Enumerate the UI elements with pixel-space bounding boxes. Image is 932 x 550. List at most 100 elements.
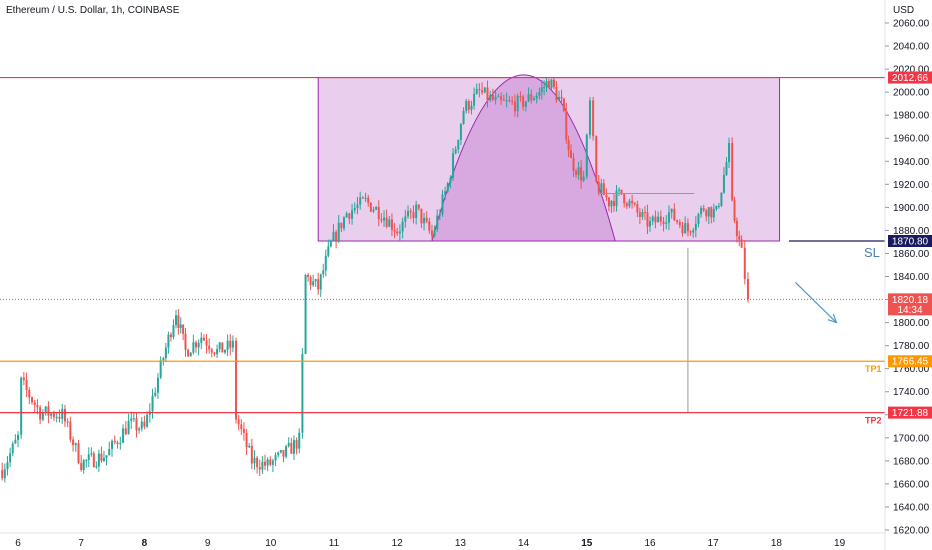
- candle-body: [304, 274, 307, 354]
- candle-body: [169, 334, 172, 338]
- candle-body: [530, 94, 533, 101]
- candle-body: [164, 347, 167, 359]
- candle-body: [694, 223, 697, 231]
- candle-body: [401, 221, 404, 232]
- candle-body: [221, 342, 224, 353]
- candle-body: [444, 191, 447, 195]
- candle-body: [746, 279, 749, 300]
- candle-body: [343, 217, 346, 229]
- candle-body: [420, 208, 423, 224]
- candle-body: [177, 315, 180, 329]
- y-tick-label: 2000.00: [893, 88, 930, 99]
- candle-body: [580, 167, 583, 181]
- candle-body: [478, 89, 481, 91]
- candle-body: [595, 136, 598, 182]
- projection-arrow[interactable]: [794, 281, 837, 324]
- candle-body: [592, 100, 595, 137]
- candle-body: [20, 377, 23, 435]
- candle-body: [100, 453, 103, 461]
- x-tick-label: 18: [771, 538, 783, 549]
- stop-loss-price-tag-text: 1870.80: [892, 237, 929, 248]
- candle-body: [52, 413, 55, 418]
- candle-body: [585, 134, 588, 177]
- candle-body: [575, 170, 578, 175]
- candle-body: [202, 337, 205, 341]
- y-tick-label: 1960.00: [893, 134, 930, 145]
- candle-body: [710, 207, 713, 218]
- candle-body: [74, 443, 77, 446]
- candle-body: [11, 443, 14, 454]
- candle-body: [588, 100, 591, 135]
- candle-body: [516, 95, 519, 112]
- candle-body: [332, 231, 335, 241]
- candle-body: [446, 183, 449, 192]
- candle-body: [560, 97, 563, 99]
- candle-body: [700, 207, 703, 215]
- candle-body: [651, 216, 654, 222]
- candle-body: [550, 79, 553, 88]
- candle-body: [375, 207, 378, 210]
- candle-body: [162, 358, 165, 361]
- candle-body: [643, 212, 646, 214]
- candle-body: [457, 139, 460, 150]
- candle-body: [97, 453, 100, 467]
- y-tick-label: 1740.00: [893, 387, 930, 398]
- candle-body: [731, 143, 734, 201]
- candle-body: [665, 222, 668, 224]
- candle-body: [436, 215, 439, 230]
- x-tick-label: 11: [329, 538, 340, 549]
- candle-body: [200, 337, 203, 344]
- tp1-label: TP1: [865, 364, 882, 374]
- candle-body: [231, 340, 234, 348]
- candle-body: [218, 342, 221, 350]
- x-tick-label: 10: [265, 538, 277, 549]
- candle-body: [135, 418, 138, 431]
- y-tick-label: 1620.00: [893, 526, 930, 537]
- candle-body: [425, 217, 428, 222]
- candle-body: [636, 204, 639, 213]
- candle-body: [692, 230, 695, 233]
- candle-body: [725, 162, 728, 175]
- current-price-tag-countdown: 14:34: [897, 305, 922, 316]
- y-tick-label: 1980.00: [893, 111, 930, 122]
- candle-body: [676, 220, 679, 222]
- y-tick-label: 1640.00: [893, 502, 930, 513]
- candle-body: [662, 221, 665, 224]
- candle-body: [715, 206, 718, 210]
- candle-body: [649, 221, 651, 227]
- tp2-price-tag-text: 1721.88: [892, 408, 929, 419]
- candle-body: [538, 92, 541, 96]
- candle-body: [195, 342, 198, 348]
- candle-body: [351, 210, 354, 219]
- candle-body: [28, 389, 31, 398]
- candle-body: [250, 445, 253, 464]
- candle-body: [481, 90, 484, 93]
- candle-body: [686, 223, 689, 232]
- candle-body: [82, 460, 85, 470]
- candle-body: [146, 414, 149, 427]
- candle-body: [179, 324, 182, 329]
- candle-body: [33, 402, 36, 406]
- candle-body: [124, 428, 127, 435]
- candle-body: [557, 97, 560, 101]
- candle-body: [266, 459, 269, 466]
- x-tick-label: 16: [644, 538, 656, 549]
- candle-body: [324, 255, 327, 271]
- candle-body: [327, 246, 330, 256]
- candle-body: [256, 457, 259, 468]
- candle-body: [491, 95, 494, 100]
- candle-body: [337, 222, 340, 241]
- x-tick-label: 7: [78, 538, 84, 549]
- candle-body: [226, 340, 229, 350]
- candle-body: [489, 95, 492, 101]
- y-tick-label: 1680.00: [893, 456, 930, 467]
- consolidation-zone[interactable]: [317, 77, 781, 242]
- candle-body: [377, 207, 380, 220]
- tp1-price-tag: [888, 355, 932, 368]
- candle-body: [657, 216, 660, 223]
- candle-body: [467, 101, 470, 110]
- candle-body: [646, 212, 649, 227]
- candle-body: [473, 93, 476, 106]
- candle-body: [409, 210, 412, 213]
